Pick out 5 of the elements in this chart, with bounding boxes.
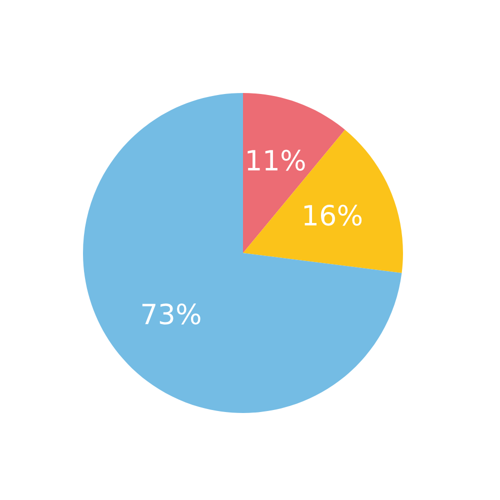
- data-label: 11%: [248, 150, 305, 171]
- pie-slice: [243, 130, 403, 274]
- data-label: 73%: [142, 304, 200, 325]
- data-label: 16%: [304, 204, 362, 226]
- pie-slice: [83, 93, 402, 413]
